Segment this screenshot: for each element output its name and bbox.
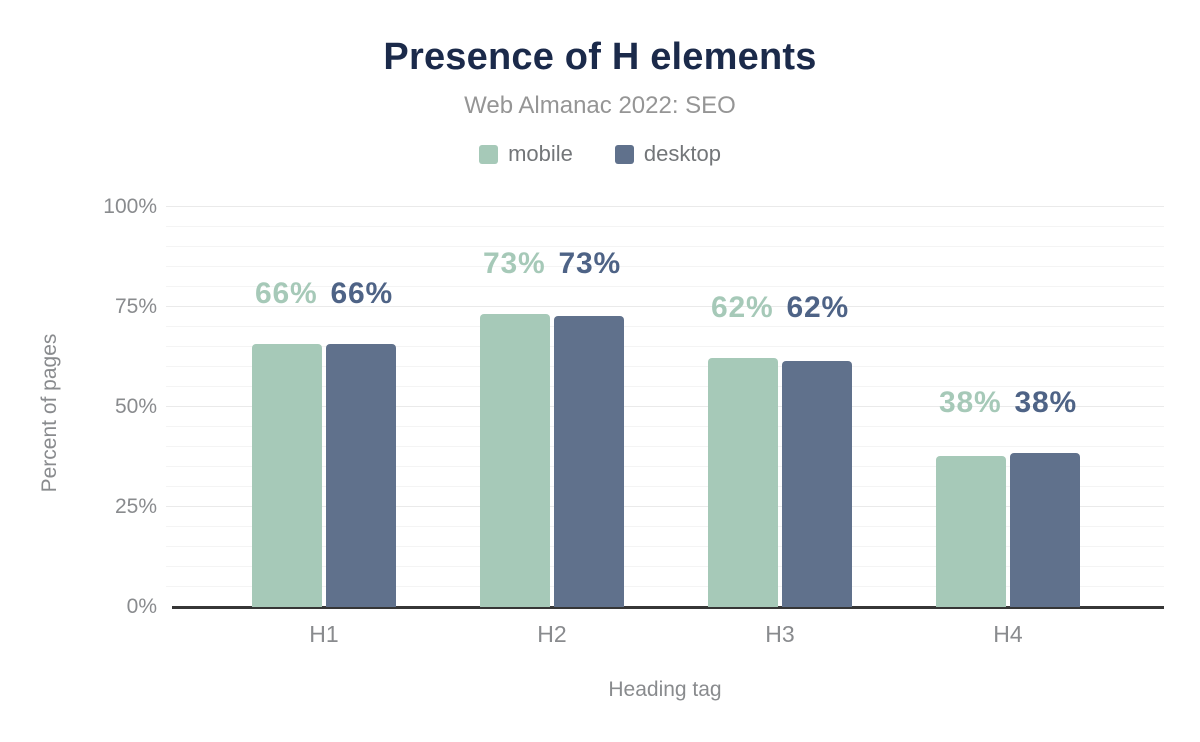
- data-label-h4-desktop: 38%: [1014, 386, 1077, 420]
- x-tick-h4: H4: [993, 621, 1023, 647]
- legend-label-mobile: mobile: [508, 141, 573, 166]
- legend-item-desktop: desktop: [614, 141, 721, 167]
- gridline-95pct: [166, 226, 1164, 227]
- legend-label-desktop: desktop: [643, 141, 721, 166]
- data-label-h2-mobile: 73%: [483, 247, 546, 281]
- data-label-h4-mobile: 38%: [939, 386, 1002, 420]
- legend-item-mobile: mobile: [479, 141, 573, 167]
- y-tick-100: 100%: [103, 195, 157, 218]
- chart-subtitle: Web Almanac 2022: SEO: [464, 92, 736, 119]
- gridline-25pct: [166, 506, 1164, 507]
- gridline-40pct: [166, 446, 1164, 447]
- bar-h1-mobile: [252, 343, 322, 607]
- gridline-15pct: [166, 546, 1164, 547]
- legend-swatch-mobile: [479, 144, 499, 164]
- gridline-10pct: [166, 566, 1164, 567]
- gridline-55pct: [166, 386, 1164, 387]
- gridline-90pct: [166, 246, 1164, 247]
- data-label-h3-mobile: 62%: [711, 291, 774, 325]
- gridline-45pct: [166, 426, 1164, 427]
- chart-title: Presence of H elements: [383, 36, 817, 78]
- data-label-h2-desktop: 73%: [558, 247, 621, 281]
- gridline-35pct: [166, 466, 1164, 467]
- x-tick-h1: H1: [309, 621, 339, 647]
- gridline-30pct: [166, 486, 1164, 487]
- bar-h3-mobile: [708, 358, 778, 607]
- gridline-65pct: [166, 346, 1164, 347]
- data-labels-h2: 73% 73%: [483, 248, 621, 280]
- x-axis-line: [172, 606, 1164, 609]
- bar-h2-desktop: [554, 316, 624, 607]
- bar-h3-desktop: [782, 360, 852, 607]
- gridline-80pct: [166, 286, 1164, 287]
- data-label-h1-desktop: 66%: [330, 276, 393, 310]
- gridline-100pct: [166, 206, 1164, 207]
- gridline-50pct: [166, 406, 1164, 407]
- gridline-20pct: [166, 526, 1164, 527]
- gridline-60pct: [166, 366, 1164, 367]
- data-labels-h3: 62% 62%: [711, 292, 849, 324]
- legend-swatch-desktop: [614, 144, 634, 164]
- data-label-h3-desktop: 62%: [786, 291, 849, 325]
- gridline-70pct: [166, 326, 1164, 327]
- data-label-h1-mobile: 66%: [255, 276, 318, 310]
- x-axis-title: Heading tag: [608, 678, 722, 701]
- x-tick-h2: H2: [537, 621, 567, 647]
- gridline-85pct: [166, 266, 1164, 267]
- y-tick-25: 25%: [114, 495, 157, 518]
- bar-h4-desktop: [1010, 453, 1080, 607]
- bar-h1-desktop: [326, 344, 396, 607]
- gridline-75pct: [166, 306, 1164, 307]
- y-tick-75: 75%: [114, 295, 157, 318]
- bar-h4-mobile: [936, 455, 1006, 607]
- gridline-5pct: [166, 586, 1164, 587]
- data-labels-h1: 66% 66%: [255, 276, 393, 310]
- bar-h2-mobile: [480, 314, 550, 607]
- legend: mobile desktop: [0, 141, 1200, 167]
- x-tick-h3: H3: [765, 621, 795, 647]
- plot-area: 0% 25% 50% 75% 100% 66% 66% H1 73% 73% H2 62% 62% H3…: [103, 195, 1164, 647]
- data-labels-h4: 38% 38%: [939, 387, 1077, 419]
- y-tick-50: 50%: [114, 395, 157, 418]
- y-tick-0: 0%: [126, 595, 157, 618]
